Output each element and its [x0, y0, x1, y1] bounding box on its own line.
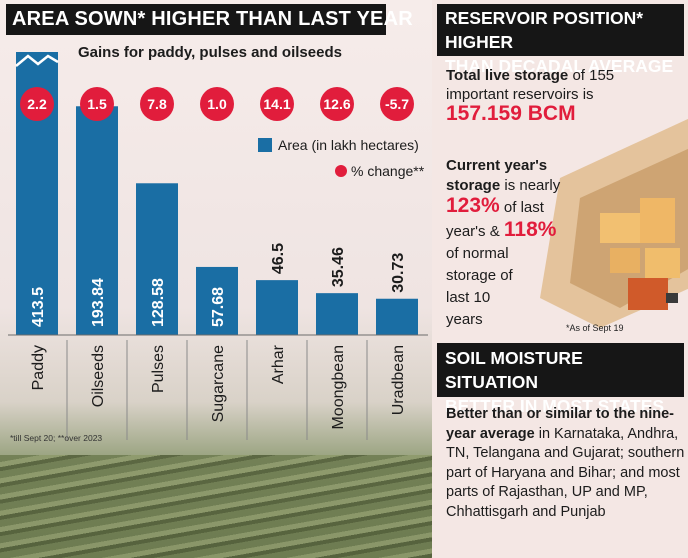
storage-line2: important reservoirs is [446, 86, 594, 103]
pct-label-pulses: 7.8 [147, 96, 167, 112]
soil-bold: Better than or similar to the nine-year … [446, 406, 674, 442]
warehouse-illustration [540, 118, 688, 328]
current-line1: Current year's [446, 156, 547, 175]
farm-field-photo [0, 455, 432, 558]
soil-text: Better than or similar to the nine-year … [446, 405, 686, 522]
reservoir-title-line1: RESERVOIR POSITION* HIGHER [445, 8, 644, 52]
category-label-sugarcane: Sugarcane [210, 345, 227, 422]
current-line7: last 10 [446, 289, 491, 306]
bar-arhar [256, 280, 298, 335]
pct-marker-uradbean [380, 87, 414, 121]
value-label-arhar: 46.5 [270, 243, 287, 274]
value-label-pulses: 128.58 [150, 278, 167, 327]
category-label-oilseeds: Oilseeds [90, 345, 107, 407]
bar-sugarcane [196, 266, 238, 335]
value-label-paddy: 413.5 [30, 287, 47, 327]
pct-label-uradbean: -5.7 [385, 96, 409, 112]
pct-123: 123% [446, 194, 500, 217]
pct-marker-paddy [20, 87, 54, 121]
pct-marker-arhar [260, 87, 294, 121]
legend-area: Area (in lakh hectares) [258, 137, 419, 153]
legend-area-label: Area (in lakh hectares) [278, 137, 419, 153]
pct-marker-oilseeds [80, 87, 114, 121]
pct-118: 118% [503, 218, 557, 241]
pct-label-oilseeds: 1.5 [87, 96, 107, 112]
soil-rest: in Karnataka, Andhra, TN, Telangana and … [446, 425, 685, 520]
of-last: of last [503, 199, 544, 216]
current-line2: storage is nearly [446, 176, 560, 195]
bar-moongbean [316, 293, 358, 335]
legend-area-swatch [258, 138, 272, 152]
pct-marker-moongbean [320, 87, 354, 121]
chart-subtitle: Gains for paddy, pulses and oilseeds [78, 44, 342, 61]
footnote: *till Sept 20; **over 2023 [10, 433, 103, 443]
years-and: year's & [446, 223, 500, 240]
soil-title-line2: BETTER IN MOST STATES [445, 396, 665, 416]
current-line4: year's & 118% [446, 218, 557, 241]
storage-value: 157.159 BCM [446, 102, 576, 125]
category-label-moongbean: Moongbean [330, 345, 347, 430]
legend-pct-label: % change** [351, 163, 425, 179]
bar-oilseeds [76, 106, 118, 335]
current-line5: of normal [446, 245, 509, 262]
legend-pct-change: % change** [335, 163, 424, 179]
chart-title: AREA SOWN* HIGHER THAN LAST YEAR [6, 4, 413, 35]
pct-label-sugarcane: 1.0 [207, 96, 227, 112]
category-label-pulses: Pulses [150, 345, 167, 393]
pct-marker-sugarcane [200, 87, 234, 121]
pct-label-arhar: 14.1 [263, 96, 290, 112]
storage-word: storage [446, 177, 501, 194]
pct-marker-pulses [140, 87, 174, 121]
area-sown-panel: AREA SOWN* HIGHER THAN LAST YEAR Gains f… [0, 0, 432, 558]
is-nearly: is nearly [504, 177, 561, 194]
value-label-moongbean: 35.46 [330, 247, 347, 287]
pct-label-moongbean: 12.6 [323, 96, 350, 112]
right-panel: RESERVOIR POSITION* HIGHER THAN DECADAL … [432, 0, 688, 558]
current-line8: years [446, 311, 483, 328]
storage-line1: Total live storage of 155 [446, 66, 614, 85]
category-label-arhar: Arhar [270, 344, 287, 384]
storage-lead: Total live storage [446, 67, 569, 84]
current-line3: 123% of last [446, 194, 544, 217]
value-label-uradbean: 30.73 [390, 253, 407, 293]
bar-chart: 413.5 2.2 Paddy 193.84 1.5 Oilseeds 128.58 7.8 P… [8, 52, 428, 440]
reservoir-title: RESERVOIR POSITION* HIGHER THAN DECADAL … [437, 4, 684, 76]
bar-uradbean [376, 298, 418, 335]
legend-pct-dot [335, 165, 347, 177]
current-line6: storage of [446, 267, 513, 284]
soil-title: SOIL MOISTURE SITUATION BETTER IN MOST S… [437, 343, 684, 416]
current-year-label: Current year's [446, 157, 548, 174]
reservoir-title-line2: THAN DECADAL AVERAGE [445, 56, 674, 76]
category-label-uradbean: Uradbean [390, 345, 407, 415]
pct-label-paddy: 2.2 [27, 96, 47, 112]
as-of-note: *As of Sept 19 [566, 323, 624, 333]
bar-pulses [136, 183, 178, 335]
soil-title-line1: SOIL MOISTURE SITUATION [445, 348, 583, 392]
category-label-paddy: Paddy [30, 345, 47, 390]
storage-mid: of 155 [572, 67, 615, 84]
axis-break-mark [15, 54, 59, 67]
value-label-oilseeds: 193.84 [90, 278, 107, 327]
value-label-sugarcane: 57.68 [210, 287, 227, 327]
